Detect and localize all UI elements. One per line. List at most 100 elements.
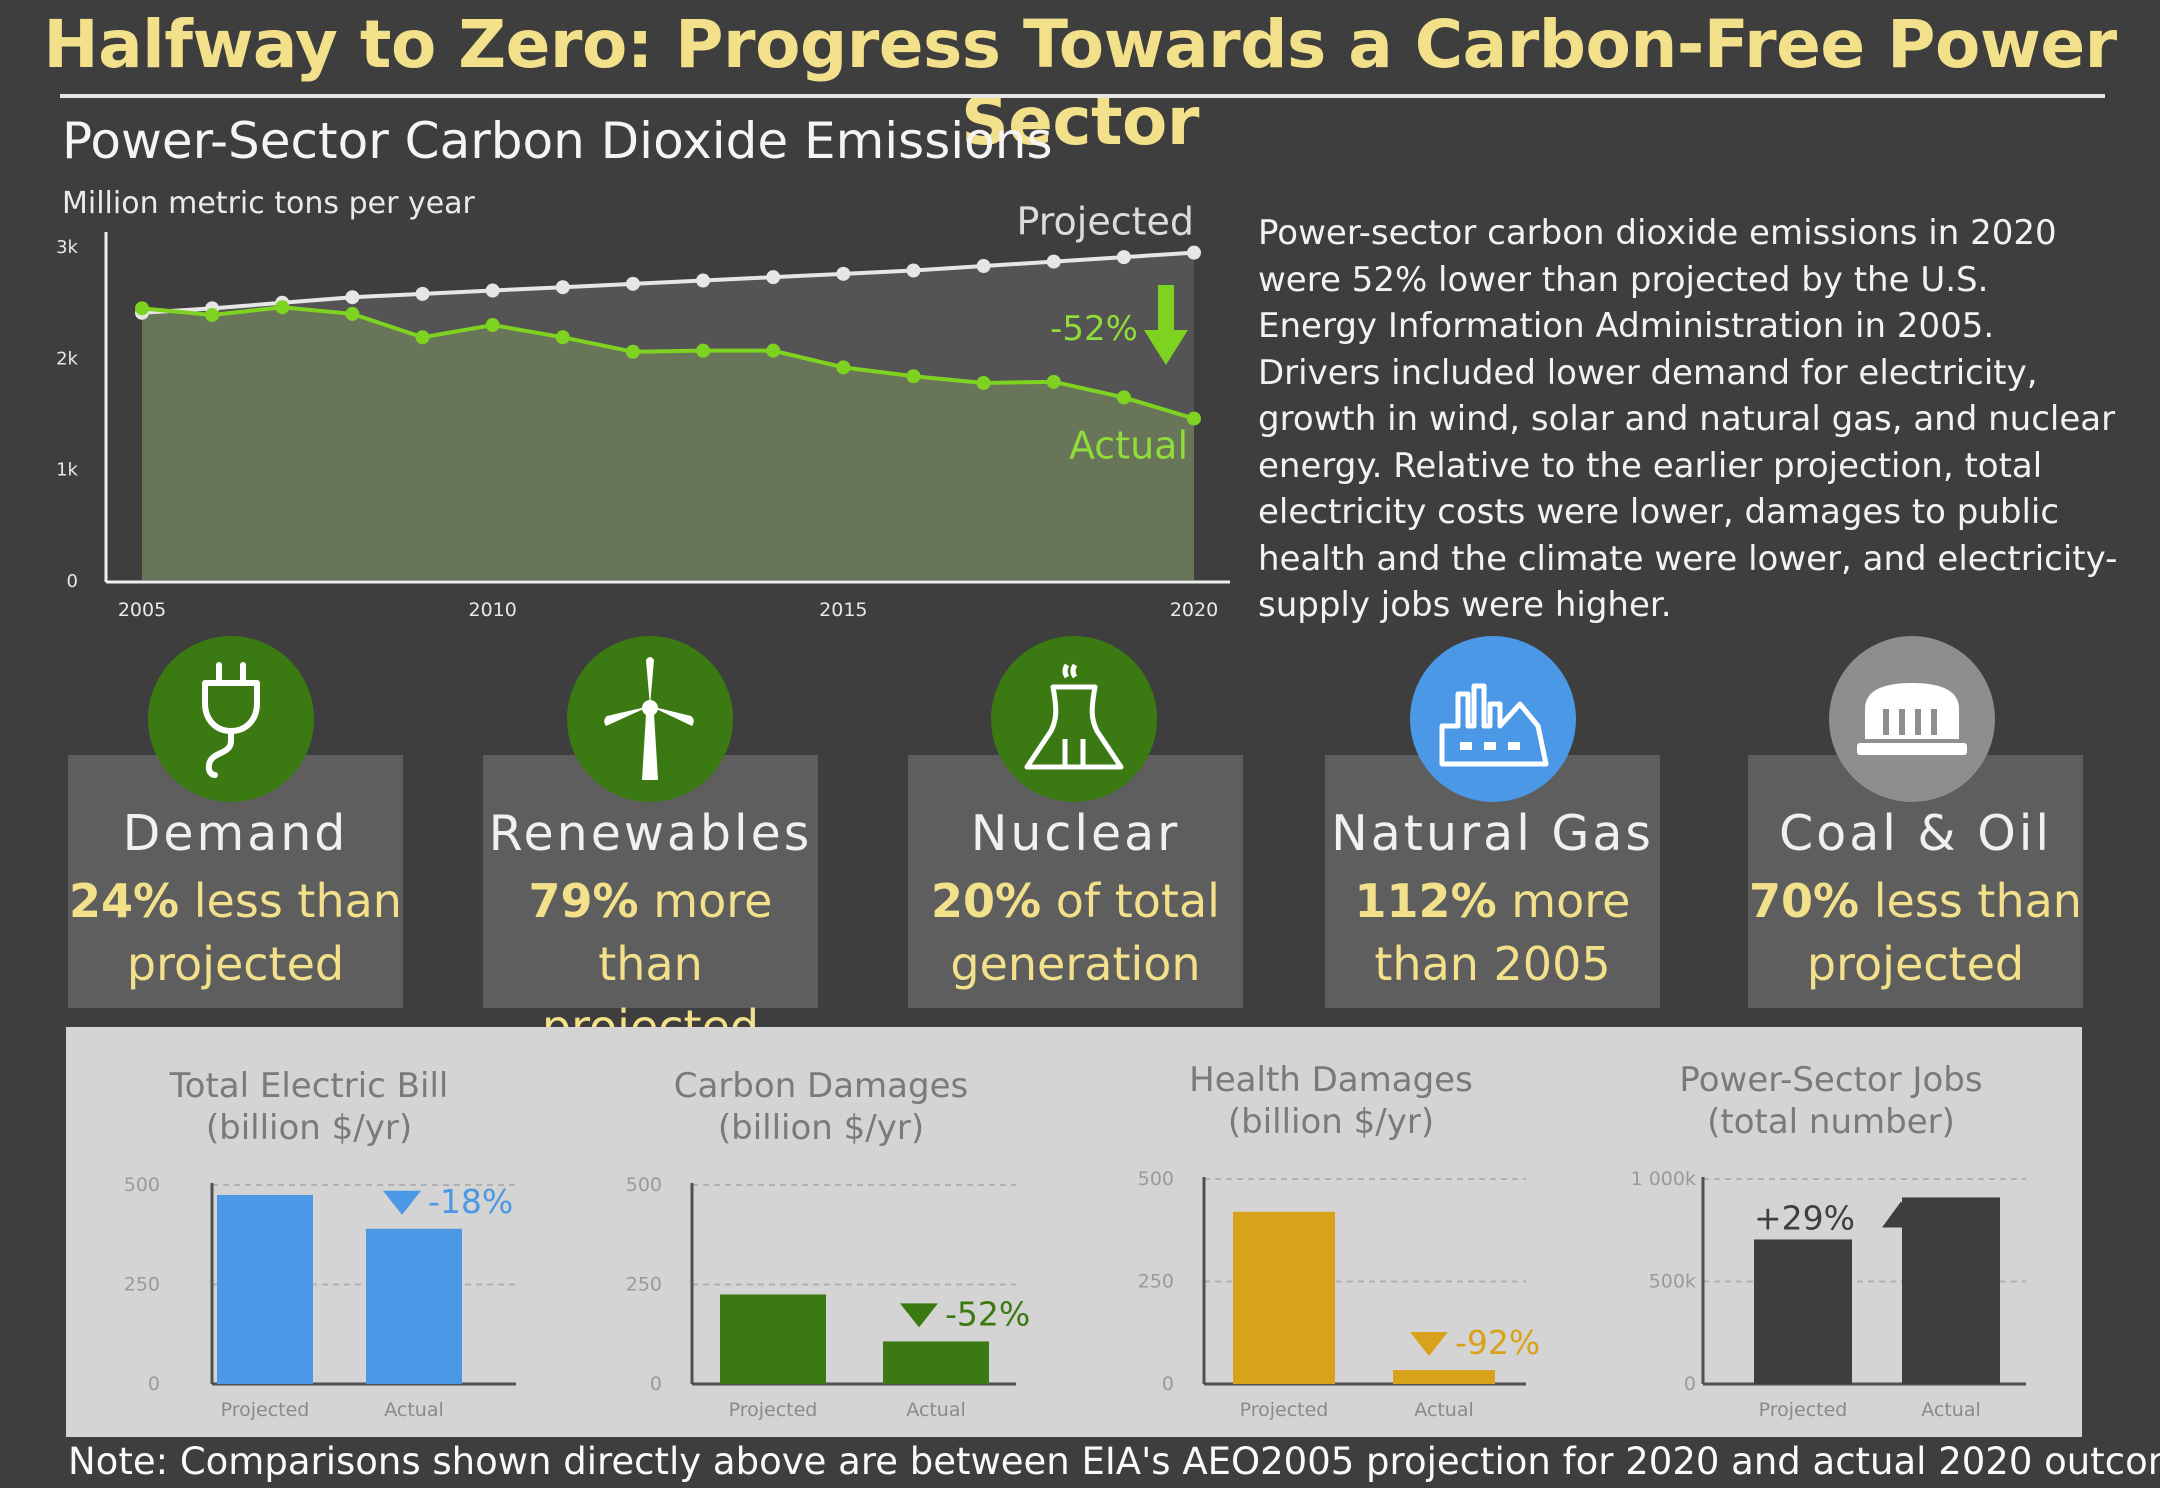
bar-actual	[1902, 1197, 2000, 1384]
factory-icon	[1410, 636, 1576, 802]
bar-actual	[1393, 1370, 1495, 1384]
y-tick-label: 3k	[56, 237, 78, 258]
down-triangle-icon	[1410, 1332, 1448, 1357]
projected-point	[836, 266, 851, 281]
projected-line	[141, 250, 1195, 315]
y-tick-label: 500	[1138, 1168, 1174, 1190]
y-tick-label: 0	[1684, 1373, 1696, 1395]
bar-chart-title: Total Electric Bill	[169, 1066, 449, 1106]
actual-point	[135, 301, 149, 316]
y-tick-label: 0	[1162, 1373, 1174, 1395]
actual-point	[976, 375, 991, 390]
chart-title: Power-Sector Carbon Dioxide Emissions	[62, 112, 1053, 170]
y-tick-label: 250	[626, 1274, 662, 1296]
bar-chart-ylabel: (billion $/yr)	[206, 1108, 412, 1148]
y-tick-label: 0	[650, 1373, 662, 1395]
card-title: Nuclear	[970, 805, 1181, 862]
bar-chart-ylabel: (billion $/yr)	[1228, 1102, 1434, 1142]
emissions-description: Power-sector carbon dioxide emissions in…	[1258, 213, 2118, 625]
change-annotation: -92%	[1455, 1323, 1540, 1362]
bar-chart-2: Carbon Damages(billion $/yr) 0 250 500 Proje…	[626, 1066, 1031, 1421]
projected-label: Projected	[1016, 200, 1194, 244]
down-arrow-icon	[1143, 285, 1188, 365]
y-tick-label: 500	[626, 1174, 662, 1196]
bar-projected	[720, 1294, 826, 1384]
projected-point	[1046, 254, 1061, 269]
card-title: Coal & Oil	[1779, 805, 2052, 862]
chart-units: Million metric tons per year	[62, 186, 475, 221]
y-tick-label: 1k	[56, 460, 78, 481]
bar-projected	[1754, 1239, 1852, 1384]
coal-plant-icon	[1829, 636, 1995, 802]
actual-point	[415, 330, 430, 345]
bar-projected	[217, 1194, 313, 1384]
title-divider	[60, 94, 2105, 98]
y-tick-label: 250	[1138, 1271, 1174, 1293]
bar-chart-1: Total Electric Bill(billion $/yr) 0 250 500…	[124, 1066, 516, 1421]
y-tick-label: 1 000k	[1631, 1168, 1696, 1190]
comparison-bar-charts: Total Electric Bill(billion $/yr)0250500…	[124, 1060, 2026, 1421]
actual-point	[485, 318, 500, 333]
change-annotation: -18%	[428, 1182, 513, 1221]
y-tick-label: 500k	[1649, 1271, 1696, 1293]
bar-actual	[366, 1228, 462, 1384]
wind-turbine-icon	[567, 636, 733, 802]
projected-point	[1187, 245, 1201, 260]
actual-area	[142, 307, 1194, 580]
y-tick-label: 250	[124, 1274, 160, 1296]
x-tick-label: 2015	[819, 599, 867, 621]
category-label: Projected	[1759, 1399, 1848, 1421]
projected-point	[625, 276, 640, 291]
actual-point	[1116, 390, 1131, 405]
actual-point	[766, 343, 781, 358]
y-tick-label: 0	[67, 571, 78, 592]
actual-label: Actual	[1069, 424, 1188, 468]
x-tick-label: 2005	[118, 599, 166, 621]
actual-point	[345, 306, 360, 321]
cooling-tower-icon	[991, 636, 1157, 802]
card-title: Renewables	[488, 805, 813, 862]
actual-point	[1187, 411, 1201, 426]
actual-point	[205, 308, 220, 323]
down-triangle-icon	[383, 1190, 421, 1215]
category-label: Projected	[221, 1399, 310, 1421]
x-tick-label: 2020	[1170, 599, 1218, 621]
bar-actual	[883, 1341, 989, 1384]
category-label: Actual	[1921, 1399, 1981, 1421]
projected-point	[555, 280, 570, 295]
bar-chart-4: Power-Sector Jobs(total number) 0 500k 1 00…	[1631, 1060, 2026, 1421]
category-label: Projected	[729, 1399, 818, 1421]
actual-point	[836, 360, 851, 375]
down-triangle-icon	[900, 1303, 938, 1328]
projected-point	[696, 273, 711, 288]
projected-point	[485, 283, 500, 298]
bar-chart-title: Carbon Damages	[674, 1066, 968, 1106]
y-tick-label: 0	[148, 1373, 160, 1395]
card-renewables: Renewables 79% more than projected	[483, 755, 818, 1054]
bar-chart-3: Health Damages(billion $/yr) 0 250 500 Proje…	[1138, 1060, 1541, 1421]
card-stat: 112% more than 2005	[1354, 874, 1631, 991]
actual-point	[275, 300, 290, 315]
actual-point	[625, 344, 640, 359]
category-label: Projected	[1240, 1399, 1329, 1421]
category-label: Actual	[384, 1399, 444, 1421]
card-stat: 20% of total generation	[931, 874, 1220, 991]
change-annotation: +29%	[1754, 1198, 1855, 1237]
y-tick-label: 2k	[56, 348, 78, 369]
up-triangle-icon	[1882, 1201, 1920, 1228]
x-tick-label: 2010	[468, 599, 516, 621]
card-title: Demand	[122, 805, 349, 862]
projected-point	[1116, 250, 1131, 265]
bar-projected	[1233, 1211, 1335, 1384]
category-label: Actual	[906, 1399, 966, 1421]
projected-point	[766, 270, 781, 285]
plug-icon	[148, 636, 314, 802]
actual-point	[696, 343, 711, 358]
actual-point	[555, 330, 570, 345]
projected-point	[976, 259, 991, 274]
bar-chart-title: Power-Sector Jobs	[1679, 1060, 1982, 1100]
bar-chart-ylabel: (billion $/yr)	[718, 1108, 924, 1148]
y-tick-label: 500	[124, 1174, 160, 1196]
bar-chart-ylabel: (total number)	[1707, 1102, 1955, 1142]
actual-line	[141, 305, 1195, 421]
